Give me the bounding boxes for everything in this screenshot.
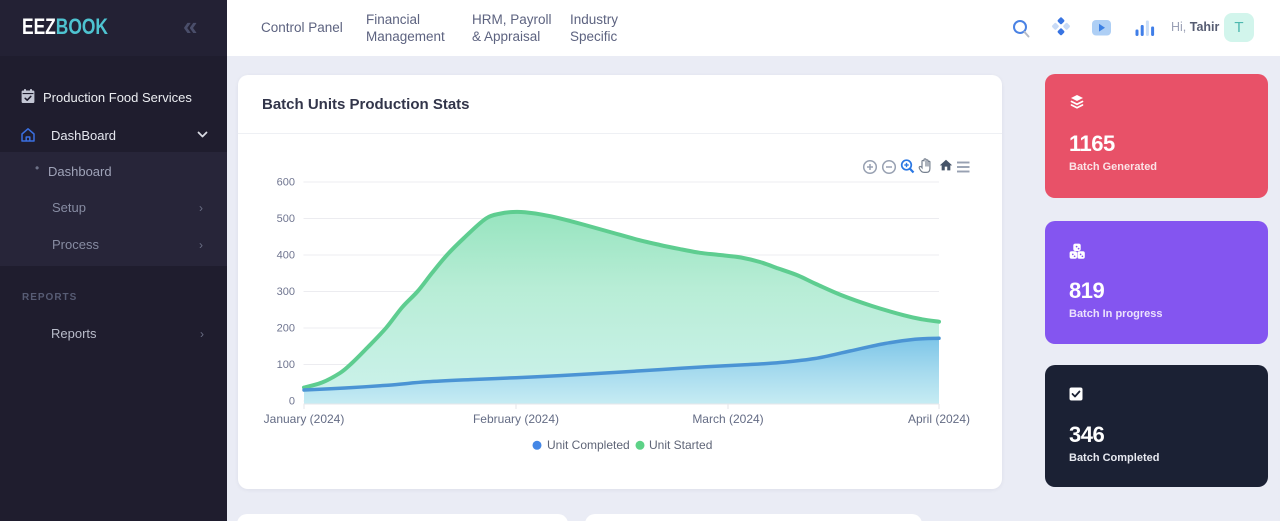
svg-text:200: 200 <box>277 323 295 335</box>
svg-text:January (2024): January (2024) <box>264 412 345 426</box>
svg-text:April (2024): April (2024) <box>908 412 970 426</box>
svg-text:Unit Completed: Unit Completed <box>547 438 630 452</box>
svg-text:300: 300 <box>277 286 295 298</box>
svg-text:100: 100 <box>277 359 295 371</box>
svg-text:500: 500 <box>277 213 295 225</box>
svg-text:February (2024): February (2024) <box>473 412 559 426</box>
svg-text:Unit Started: Unit Started <box>649 438 712 452</box>
svg-text:600: 600 <box>277 177 295 189</box>
svg-text:March (2024): March (2024) <box>692 412 763 426</box>
svg-text:400: 400 <box>277 250 295 262</box>
svg-text:0: 0 <box>289 396 295 408</box>
